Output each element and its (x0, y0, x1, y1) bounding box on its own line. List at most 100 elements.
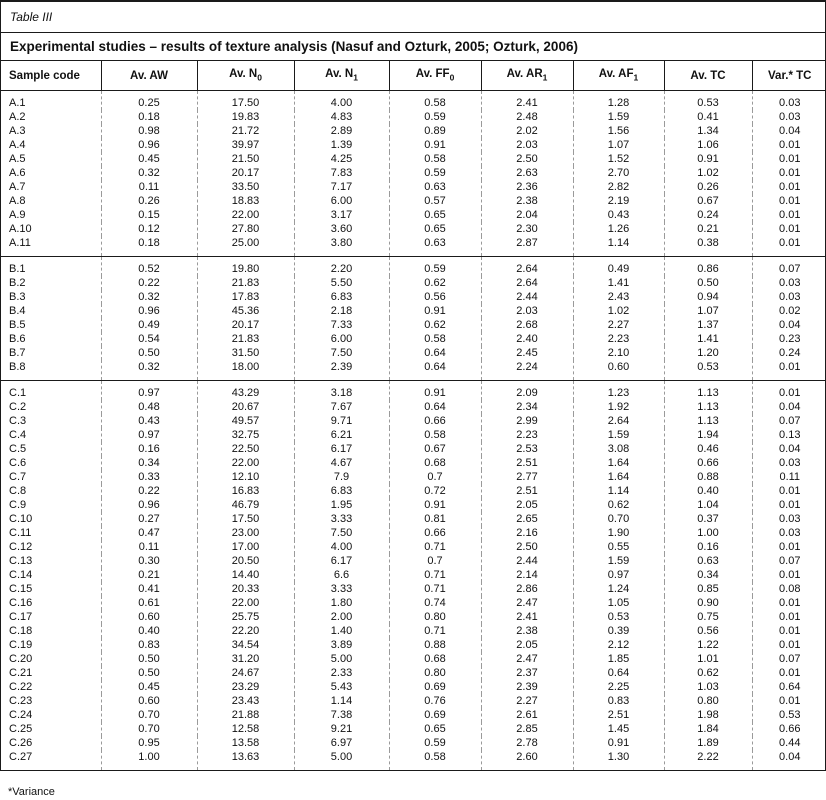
value-cell: 0.65 (388, 208, 481, 222)
value-cell: 3.17 (293, 208, 389, 222)
value-cell: 0.04 (751, 750, 826, 770)
value-cell: 0.03 (751, 526, 826, 540)
value-cell: 0.01 (751, 540, 826, 554)
value-cell: 16.83 (196, 484, 294, 498)
table-row: C.4 0.97 32.75 6.21 0.58 2.23 1.59 1.94 0.13 (1, 428, 826, 442)
value-cell: 2.48 (480, 110, 573, 124)
value-cell: 0.49 (100, 318, 197, 332)
value-cell: 7.33 (293, 318, 389, 332)
value-cell: 0.50 (663, 276, 752, 290)
data-table: Sample code Av. AW Av. N0 Av. N1 Av. FF0 Av. … (1, 60, 826, 770)
value-cell: 0.91 (663, 152, 752, 166)
sample-code-cell: C.1 (1, 380, 101, 400)
value-cell: 7.38 (293, 708, 389, 722)
value-cell: 0.03 (751, 110, 826, 124)
value-cell: 7.50 (293, 526, 389, 540)
sample-code-cell: B.4 (9, 305, 26, 317)
value-cell: 0.62 (572, 498, 664, 512)
sample-code-cell: C.7 (9, 471, 27, 483)
value-cell: 0.72 (388, 484, 481, 498)
value-cell: 1.39 (293, 138, 389, 152)
value-cell: 0.61 (100, 596, 197, 610)
sample-code-cell: C.16 (9, 597, 33, 609)
value-cell: 0.01 (751, 624, 826, 638)
value-cell: 2.44 (480, 554, 573, 568)
value-cell: 0.01 (751, 208, 826, 222)
value-cell: 0.04 (751, 318, 826, 332)
value-cell: 0.58 (388, 152, 481, 166)
value-cell: 2.41 (480, 90, 573, 110)
value-cell: 0.32 (100, 360, 197, 381)
value-cell: 2.82 (572, 180, 664, 194)
value-cell: 3.08 (572, 442, 664, 456)
value-cell: 5.00 (293, 652, 389, 666)
value-cell: 1.41 (663, 332, 752, 346)
table-row: A.3 0.98 21.72 2.89 0.89 2.02 1.56 1.34 0.04 (1, 124, 826, 138)
value-cell: 0.01 (751, 596, 826, 610)
row-group-c: C.1 0.97 43.29 3.18 0.91 2.09 1.23 1.13 0.01 C.2 0… (1, 380, 826, 770)
sample-code-cell: C.17 (9, 611, 33, 623)
value-cell: 0.86 (663, 256, 752, 276)
value-cell: 1.64 (572, 470, 664, 484)
footnote: *Variance (8, 786, 55, 798)
value-cell: 25.75 (196, 610, 294, 624)
sample-code-cell: C.15 (9, 583, 33, 595)
column-header-text: Sample code (9, 69, 80, 82)
value-cell: 31.50 (196, 346, 294, 360)
sample-code-cell: A.5 (9, 153, 26, 165)
value-cell: 0.11 (100, 540, 197, 554)
value-cell: 0.57 (388, 194, 481, 208)
value-cell: 2.50 (480, 540, 573, 554)
value-cell: 0.60 (572, 360, 664, 381)
value-cell: 0.71 (388, 582, 481, 596)
value-cell: 0.01 (751, 380, 826, 400)
value-cell: 1.00 (100, 750, 197, 770)
sample-code-cell: A.10 (9, 223, 32, 235)
value-cell: 1.30 (572, 750, 664, 770)
value-cell: 0.63 (388, 180, 481, 194)
value-cell: 0.90 (663, 596, 752, 610)
value-cell: 2.02 (480, 124, 573, 138)
sample-code-cell: A.3 (9, 125, 26, 137)
value-cell: 0.71 (388, 624, 481, 638)
value-cell: 0.30 (100, 554, 197, 568)
table-row: C.2 0.48 20.67 7.67 0.64 2.34 1.92 1.13 0.04 (1, 400, 826, 414)
value-cell: 0.48 (100, 400, 197, 414)
table-row: C.8 0.22 16.83 6.83 0.72 2.51 1.14 0.40 0.01 (1, 484, 826, 498)
value-cell: 0.15 (100, 208, 197, 222)
table-row: C.12 0.11 17.00 4.00 0.71 2.50 0.55 0.16 0.01 (1, 540, 826, 554)
value-cell: 2.37 (480, 666, 573, 680)
value-cell: 0.43 (572, 208, 664, 222)
value-cell: 0.80 (388, 610, 481, 624)
value-cell: 0.64 (572, 666, 664, 680)
value-cell: 23.43 (196, 694, 294, 708)
value-cell: 0.91 (572, 736, 664, 750)
value-cell: 21.83 (196, 332, 294, 346)
value-cell: 0.58 (388, 750, 481, 770)
value-cell: 1.89 (663, 736, 752, 750)
value-cell: 0.83 (100, 638, 197, 652)
value-cell: 0.01 (751, 180, 826, 194)
value-cell: 2.39 (293, 360, 389, 381)
value-cell: 0.04 (751, 400, 826, 414)
value-cell: 17.83 (196, 290, 294, 304)
sample-code-cell: A.2 (9, 111, 26, 123)
value-cell: 1.02 (572, 304, 664, 318)
value-cell: 25.00 (196, 236, 294, 257)
sample-code-cell: C.23 (9, 695, 33, 707)
value-cell: 0.24 (751, 346, 826, 360)
value-cell: 0.64 (751, 680, 826, 694)
value-cell: 0.34 (100, 456, 197, 470)
value-cell: 1.98 (663, 708, 752, 722)
value-cell: 20.50 (196, 554, 294, 568)
table-row: C.20 0.50 31.20 5.00 0.68 2.47 1.85 1.01 0.07 (1, 652, 826, 666)
value-cell: 4.25 (293, 152, 389, 166)
value-cell: 1.52 (572, 152, 664, 166)
value-cell: 20.17 (196, 318, 294, 332)
value-cell: 6.83 (293, 484, 389, 498)
sample-code-cell: C.26 (9, 737, 33, 749)
column-header-subscript: 0 (449, 72, 455, 83)
value-cell: 0.21 (100, 568, 197, 582)
table-row: C.25 0.70 12.58 9.21 0.65 2.85 1.45 1.84 0.66 (1, 722, 826, 736)
column-header-subscript: 1 (353, 72, 358, 83)
